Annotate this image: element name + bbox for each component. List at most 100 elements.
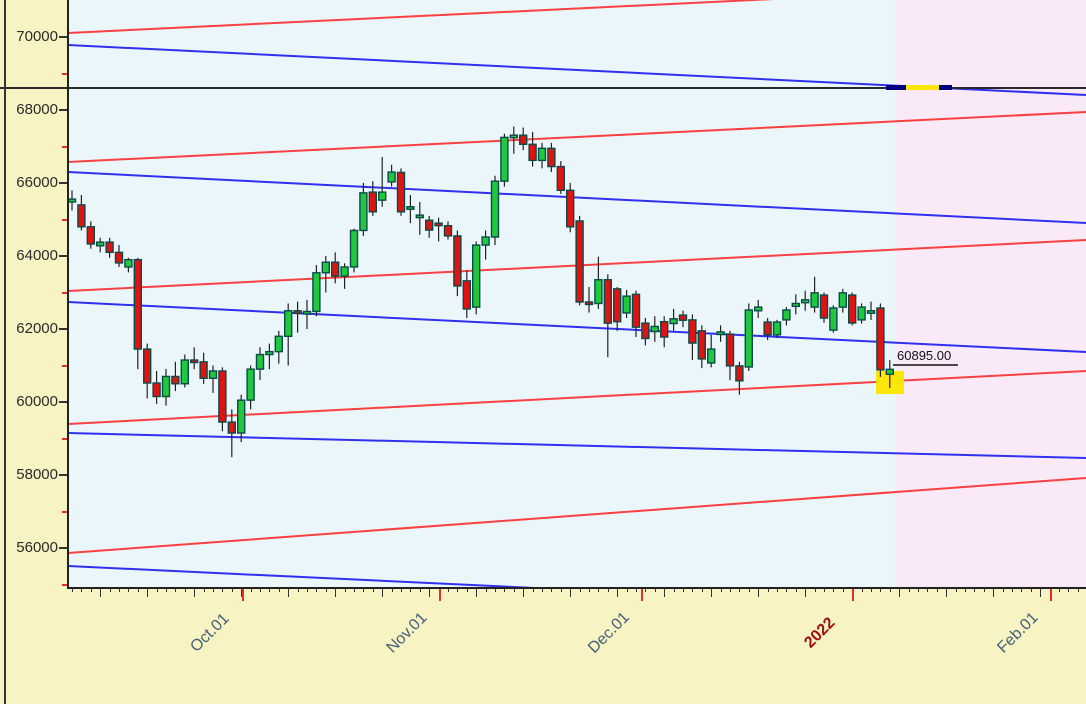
x-axis-bar-tick bbox=[72, 589, 73, 592]
x-axis-label: Dec.01 bbox=[584, 609, 633, 657]
candle bbox=[500, 133, 509, 187]
x-axis-bar-tick bbox=[598, 589, 600, 592]
blue-channel-line bbox=[68, 171, 1086, 224]
y-axis-label: 58000 bbox=[16, 466, 58, 483]
candle bbox=[124, 257, 133, 273]
candle bbox=[848, 292, 857, 326]
candle bbox=[133, 257, 143, 370]
candle bbox=[161, 369, 171, 406]
candle bbox=[622, 289, 631, 319]
x-axis-bar-tick bbox=[495, 589, 496, 592]
pane-divider-line[interactable] bbox=[0, 87, 1086, 89]
x-axis-bar-tick bbox=[297, 589, 299, 592]
candle bbox=[660, 316, 669, 348]
x-axis-bar-tick bbox=[194, 589, 196, 597]
x-axis-bar-tick bbox=[645, 589, 647, 592]
x-axis-bar-tick bbox=[184, 589, 186, 592]
candle bbox=[857, 303, 866, 324]
candle bbox=[838, 288, 847, 313]
x-axis-label: Feb.01 bbox=[994, 609, 1042, 657]
y-axis-major-tick bbox=[59, 547, 67, 549]
y-axis-major-tick bbox=[59, 182, 67, 184]
candle bbox=[415, 201, 424, 235]
candle bbox=[603, 274, 612, 358]
x-axis-bar-tick bbox=[119, 589, 120, 592]
candle bbox=[105, 237, 114, 258]
x-axis-bar-tick bbox=[711, 589, 713, 597]
candle bbox=[594, 256, 603, 309]
x-axis-bar-tick bbox=[1040, 589, 1042, 597]
x-axis-bar-tick bbox=[429, 589, 431, 597]
price-chart-plot-area[interactable] bbox=[0, 0, 1086, 588]
x-axis-bar-tick bbox=[382, 589, 384, 597]
x-axis-bar-tick bbox=[1077, 589, 1079, 592]
x-axis-bar-tick bbox=[410, 589, 412, 592]
y-axis-label: 62000 bbox=[16, 320, 58, 337]
candle bbox=[274, 330, 283, 364]
y-axis-minor-tick bbox=[62, 291, 67, 294]
y-axis-label: 66000 bbox=[16, 174, 58, 191]
candle bbox=[189, 347, 199, 370]
candle bbox=[406, 195, 415, 224]
candle bbox=[772, 319, 782, 339]
candle bbox=[763, 318, 772, 340]
x-axis-bar-tick bbox=[269, 589, 271, 592]
candle bbox=[885, 360, 894, 389]
candle bbox=[340, 263, 349, 289]
candle bbox=[819, 292, 829, 323]
x-axis-bar-tick bbox=[1030, 589, 1032, 592]
x-axis-bar-tick bbox=[701, 589, 703, 592]
x-axis-bar-tick bbox=[730, 589, 731, 592]
x-axis-bar-tick bbox=[128, 589, 130, 592]
x-axis-month-tick bbox=[242, 589, 244, 601]
candle bbox=[152, 370, 161, 404]
candle bbox=[359, 183, 368, 236]
x-axis-bar-tick bbox=[1068, 589, 1070, 592]
candle bbox=[387, 164, 396, 187]
candle bbox=[321, 256, 330, 293]
candle bbox=[509, 126, 518, 154]
x-axis-line bbox=[67, 587, 1086, 589]
x-axis-bar-tick bbox=[786, 589, 788, 592]
candle bbox=[425, 215, 434, 238]
x-axis-bar-tick bbox=[805, 589, 807, 597]
candle bbox=[396, 168, 406, 216]
candle bbox=[77, 195, 86, 231]
x-axis-bar-tick bbox=[372, 589, 374, 592]
x-axis-bar-tick bbox=[344, 589, 346, 592]
x-axis-bar-tick bbox=[476, 589, 478, 597]
y-axis-major-tick bbox=[59, 255, 67, 257]
x-axis-bar-tick bbox=[551, 589, 553, 592]
candle bbox=[302, 299, 312, 329]
y-axis-minor-tick bbox=[62, 218, 67, 221]
x-axis-bar-tick bbox=[504, 589, 506, 592]
candle bbox=[650, 316, 659, 342]
red-channel-line bbox=[68, 0, 775, 34]
y-axis-major-tick bbox=[59, 36, 67, 38]
x-axis-bar-tick bbox=[523, 589, 525, 597]
candle bbox=[312, 265, 321, 317]
candle bbox=[613, 287, 622, 331]
x-axis-bar-tick bbox=[899, 589, 901, 597]
x-axis-bar-tick bbox=[1021, 589, 1023, 592]
candle bbox=[472, 241, 481, 315]
x-axis-bar-tick bbox=[166, 589, 167, 592]
candle bbox=[537, 142, 547, 169]
x-axis-bar-tick bbox=[137, 589, 139, 592]
x-axis-bar-tick bbox=[918, 589, 919, 592]
candle bbox=[678, 310, 688, 328]
candle bbox=[218, 367, 227, 432]
y-axis-major-tick bbox=[59, 328, 67, 330]
x-axis-bar-tick bbox=[109, 589, 111, 592]
x-axis-bar-tick bbox=[466, 589, 468, 592]
candle bbox=[744, 303, 753, 371]
x-axis-bar-tick bbox=[833, 589, 835, 592]
candle bbox=[293, 301, 302, 333]
divider-highlight-segment bbox=[906, 85, 939, 90]
x-axis-label: Nov.01 bbox=[383, 609, 431, 657]
blue-channel-line bbox=[68, 301, 1086, 353]
candle bbox=[519, 127, 528, 151]
x-axis-bar-tick bbox=[1012, 589, 1013, 592]
x-axis-bar-tick bbox=[720, 589, 722, 592]
x-axis-bar-tick bbox=[457, 589, 459, 592]
